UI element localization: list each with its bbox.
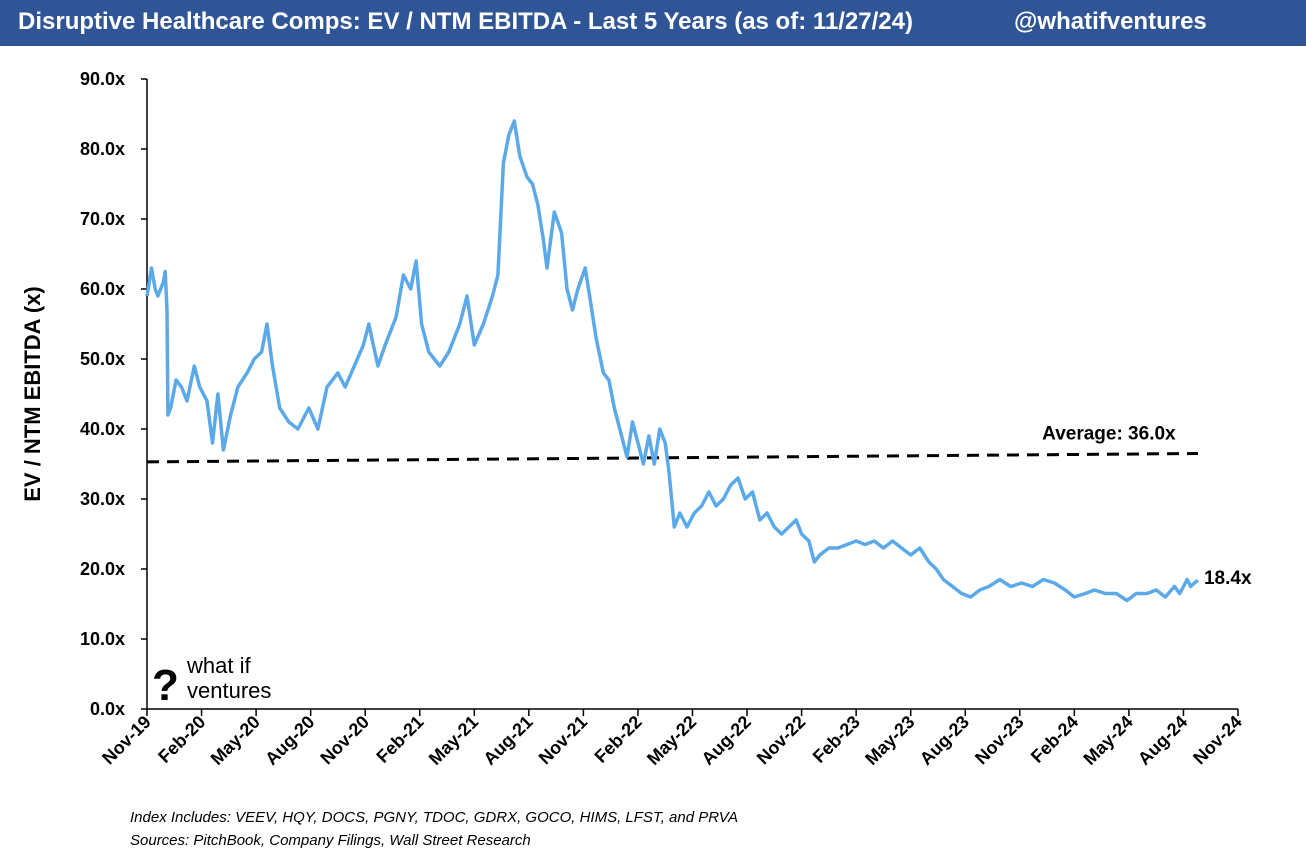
chart-svg: 0.0x 10.0x 20.0x 30.0x 40.0x 50.0x 60.0x 70.0x 8…: [20, 69, 1252, 769]
series-line: [145, 119, 1200, 603]
x-tick-label: Aug-23: [916, 712, 973, 769]
x-tick-label: Nov-22: [753, 712, 810, 769]
chart-title: Disruptive Healthcare Comps: EV / NTM EB…: [18, 8, 913, 35]
y-tick-labels: 0.0x 10.0x 20.0x 30.0x 40.0x 50.0x 60.0x 70.0x 8…: [80, 69, 125, 719]
x-tick-label: Nov-20: [316, 712, 373, 769]
x-tick-label: May-20: [207, 712, 264, 769]
x-tick-label: Nov-24: [1189, 712, 1246, 769]
x-tick-label: Aug-21: [479, 712, 536, 769]
whatif-ventures-logo: ? what if ventures: [152, 653, 271, 710]
sources-footnote: Sources: PitchBook, Company Filings, Wal…: [130, 832, 531, 849]
y-tick-label: 60.0x: [80, 279, 125, 299]
y-tick-label: 20.0x: [80, 559, 125, 579]
x-tick-label: Aug-20: [261, 712, 318, 769]
x-tick-label: Feb-24: [1027, 712, 1082, 767]
average-line: [146, 452, 1199, 464]
x-tick-label: Aug-24: [1134, 712, 1191, 769]
y-tick-label: 10.0x: [80, 629, 125, 649]
y-axis-label: EV / NTM EBITDA (x): [20, 286, 45, 502]
average-label: Average: 36.0x: [1042, 424, 1176, 445]
x-tick-label: Feb-23: [809, 712, 864, 767]
x-tick-label: May-22: [643, 712, 700, 769]
x-tick-label: Feb-20: [154, 712, 209, 767]
y-tick-label: 70.0x: [80, 209, 125, 229]
x-tick-label: May-23: [861, 712, 918, 769]
chart-header: Disruptive Healthcare Comps: EV / NTM EB…: [0, 0, 1306, 46]
y-tick-label: 0.0x: [90, 699, 125, 719]
logo-line1: what if: [186, 653, 251, 678]
index-footnote: Index Includes: VEEV, HQY, DOCS, PGNY, T…: [130, 809, 738, 826]
x-tick-label: Aug-22: [698, 712, 755, 769]
y-tick-label: 80.0x: [80, 139, 125, 159]
logo-line2: ventures: [187, 678, 271, 703]
y-tick-label: 50.0x: [80, 349, 125, 369]
y-tick-label: 30.0x: [80, 489, 125, 509]
axes: [141, 78, 1239, 716]
x-tick-label: Nov-23: [971, 712, 1028, 769]
x-tick-label: Feb-22: [591, 712, 646, 767]
y-tick-label: 40.0x: [80, 419, 125, 439]
x-tick-label: Nov-19: [98, 712, 155, 769]
twitter-handle: @whatifventures: [1014, 8, 1207, 35]
x-tick-label: May-21: [425, 712, 482, 769]
x-tick-label: Nov-21: [535, 712, 592, 769]
y-tick-label: 90.0x: [80, 69, 125, 89]
x-tick-label: Feb-21: [372, 712, 427, 767]
question-mark-icon: ?: [152, 661, 179, 710]
end-value-label: 18.4x: [1204, 568, 1252, 589]
x-tick-label: May-24: [1079, 712, 1136, 769]
